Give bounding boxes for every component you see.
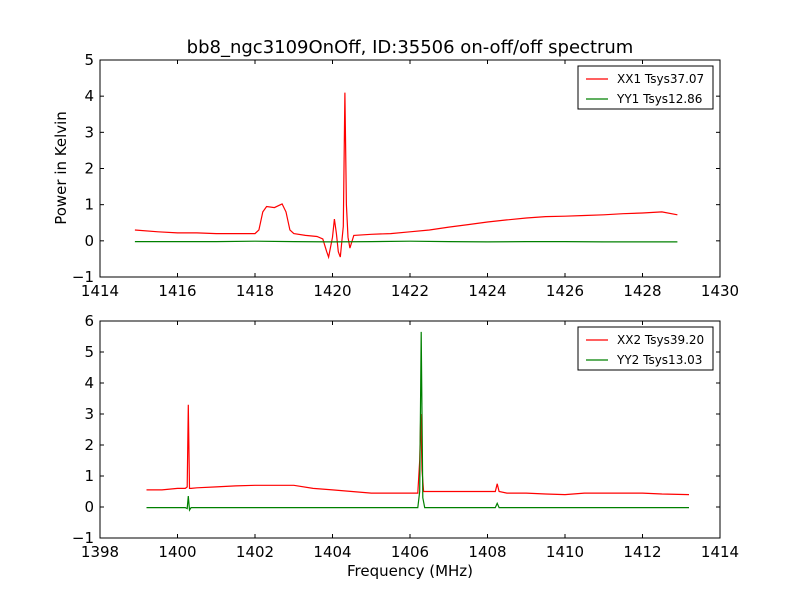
x-tick-label: 1398 xyxy=(81,543,119,561)
legend-label: YY2 Tsys13.03 xyxy=(616,353,702,367)
x-tick-label: 1424 xyxy=(468,282,506,300)
x-tick-label: 1400 xyxy=(158,543,196,561)
x-tick-label: 1406 xyxy=(391,543,429,561)
y-tick-label: 1 xyxy=(84,467,94,485)
x-tick-label: 1414 xyxy=(701,543,739,561)
y-axis-label: Power in Kelvin xyxy=(52,111,70,225)
y-tick-label: 4 xyxy=(84,87,94,105)
x-tick-label: 1416 xyxy=(158,282,196,300)
y-tick-label: 5 xyxy=(84,343,94,361)
legend-label: YY1 Tsys12.86 xyxy=(616,92,702,106)
legend-label: XX1 Tsys37.07 xyxy=(617,72,704,86)
y-tick-label: 0 xyxy=(84,498,94,516)
x-tick-label: 1428 xyxy=(623,282,661,300)
series-layer xyxy=(146,331,690,512)
y-tick-label: 1 xyxy=(84,196,94,214)
x-tick-label: 1426 xyxy=(546,282,584,300)
y-tick-label: 3 xyxy=(84,123,94,141)
y-tick-label: 5 xyxy=(84,51,94,69)
series-line-1 xyxy=(134,92,678,260)
y-tick-label: −1 xyxy=(72,529,94,547)
subplot-1: 1414 1416 1418 1420 1422 1424 1426 1428 1430 −1 0 1… xyxy=(72,51,739,300)
y-tick-label: 6 xyxy=(84,312,94,330)
x-axis-label: Frequency (MHz) xyxy=(347,562,473,580)
x-tick-label: 1420 xyxy=(313,282,351,300)
legend: XX1 Tsys37.07 YY1 Tsys12.86 xyxy=(577,65,714,110)
legend-box xyxy=(577,326,714,371)
x-tick-label: 1414 xyxy=(81,282,119,300)
x-tick-label: 1402 xyxy=(236,543,274,561)
x-tick-label: 1404 xyxy=(313,543,351,561)
x-tick-label: 1412 xyxy=(623,543,661,561)
y-tick-label: 2 xyxy=(84,436,94,454)
x-tick-label: 1418 xyxy=(236,282,274,300)
y-tick-label: 3 xyxy=(84,405,94,423)
legend: XX2 Tsys39.20 YY2 Tsys13.03 xyxy=(577,326,714,371)
series-line-1 xyxy=(146,404,690,496)
legend-label: XX2 Tsys39.20 xyxy=(617,333,704,347)
x-tick-label: 1408 xyxy=(468,543,506,561)
plots-layer: 1414 1416 1418 1420 1422 1424 1426 1428 1430−101… xyxy=(72,51,739,561)
y-tick-label: −1 xyxy=(72,268,94,286)
series-line-2 xyxy=(134,240,678,243)
figure-title: bb8_ngc3109OnOff, ID:35506 on-off/off sp… xyxy=(187,37,634,58)
x-tick-label: 1422 xyxy=(391,282,429,300)
legend-box xyxy=(577,65,714,110)
y-tick-label: 0 xyxy=(84,232,94,250)
y-tick-label: 4 xyxy=(84,374,94,392)
x-tick-label: 1430 xyxy=(701,282,739,300)
subplot-2: 1398 1400 1402 1404 1406 1408 1410 1412 1414 −1 0 1… xyxy=(72,312,739,561)
y-tick-label: 2 xyxy=(84,160,94,178)
x-tick-label: 1410 xyxy=(546,543,584,561)
series-line-2 xyxy=(146,331,689,512)
series-layer xyxy=(134,92,678,260)
